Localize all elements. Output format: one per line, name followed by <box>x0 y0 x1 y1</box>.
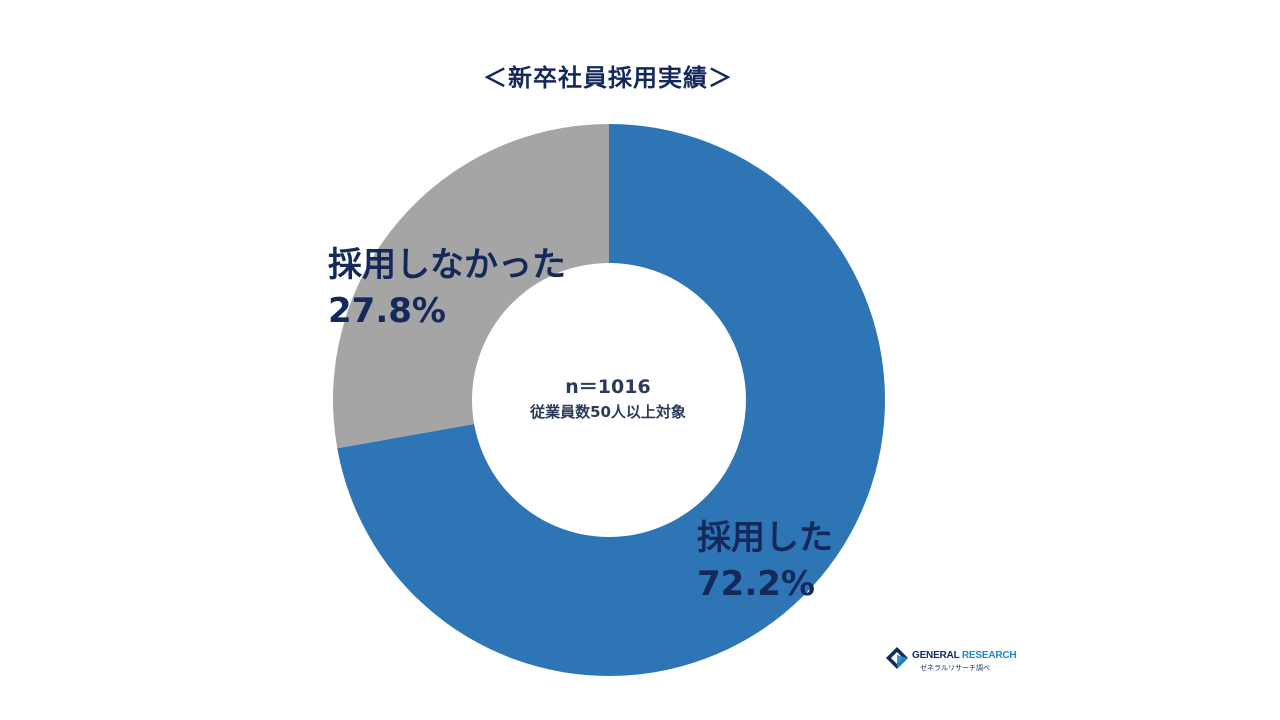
logo-subtitle: ゼネラルリサーチ調べ <box>920 664 990 672</box>
slice-label-hired: 採用した 72.2% <box>697 515 833 607</box>
donut-slice-hired <box>337 124 885 676</box>
donut-slice-not-hired <box>333 124 609 449</box>
slice-label-not-hired: 採用しなかった 27.8% <box>328 242 566 334</box>
slice-name-hired: 採用した <box>697 518 833 558</box>
general-research-logo: GENERAL RESEARCH ゼネラルリサーチ調べ <box>884 645 1017 675</box>
slice-value-not-hired: 27.8% <box>328 291 446 331</box>
logo-brand: GENERAL RESEARCH <box>912 650 1017 661</box>
slice-name-not-hired: 採用しなかった <box>328 245 566 285</box>
sample-condition-label: 従業員数50人以上対象 <box>530 403 686 421</box>
logo-mark-icon <box>886 647 908 669</box>
sample-size-label: n＝1016 <box>565 376 651 398</box>
chart-title: ＜新卒社員採用実績＞ <box>483 64 733 92</box>
slice-value-hired: 72.2% <box>697 564 815 604</box>
logo-brand-general: GENERAL <box>912 650 960 661</box>
logo-brand-research: RESEARCH <box>961 650 1017 661</box>
